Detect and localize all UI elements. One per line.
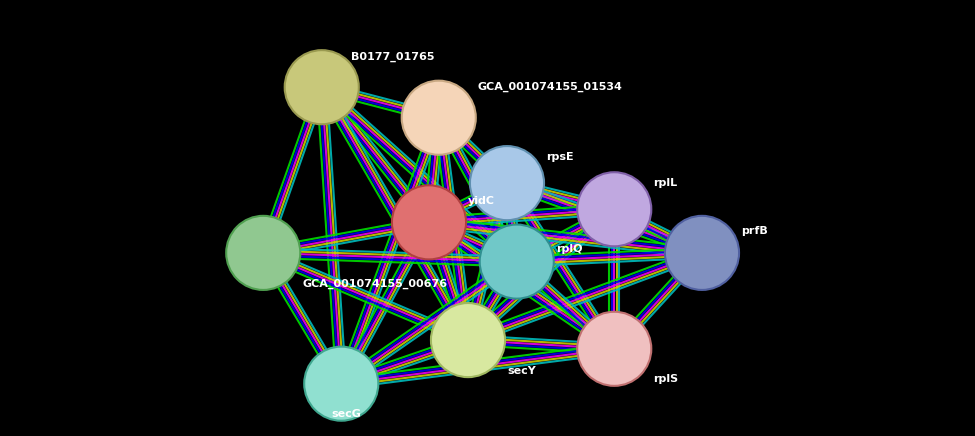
Ellipse shape — [392, 185, 466, 259]
Ellipse shape — [402, 81, 476, 155]
Text: secG: secG — [332, 409, 362, 419]
Text: rplQ: rplQ — [556, 244, 582, 253]
Ellipse shape — [226, 216, 300, 290]
Ellipse shape — [480, 225, 554, 299]
Ellipse shape — [470, 146, 544, 220]
Ellipse shape — [431, 303, 505, 377]
Text: GCA_001074155_01534: GCA_001074155_01534 — [478, 82, 623, 92]
Text: GCA_001074155_00676: GCA_001074155_00676 — [302, 278, 448, 289]
Text: B0177_01765: B0177_01765 — [351, 51, 435, 62]
Text: rplL: rplL — [653, 178, 678, 188]
Ellipse shape — [577, 172, 651, 246]
Text: secY: secY — [507, 366, 535, 375]
Text: rpsE: rpsE — [546, 152, 573, 162]
Ellipse shape — [665, 216, 739, 290]
Ellipse shape — [577, 312, 651, 386]
Ellipse shape — [285, 50, 359, 124]
Text: prfB: prfB — [741, 226, 767, 236]
Text: yidC: yidC — [468, 196, 495, 205]
Ellipse shape — [304, 347, 378, 421]
Text: rplS: rplS — [653, 375, 679, 384]
